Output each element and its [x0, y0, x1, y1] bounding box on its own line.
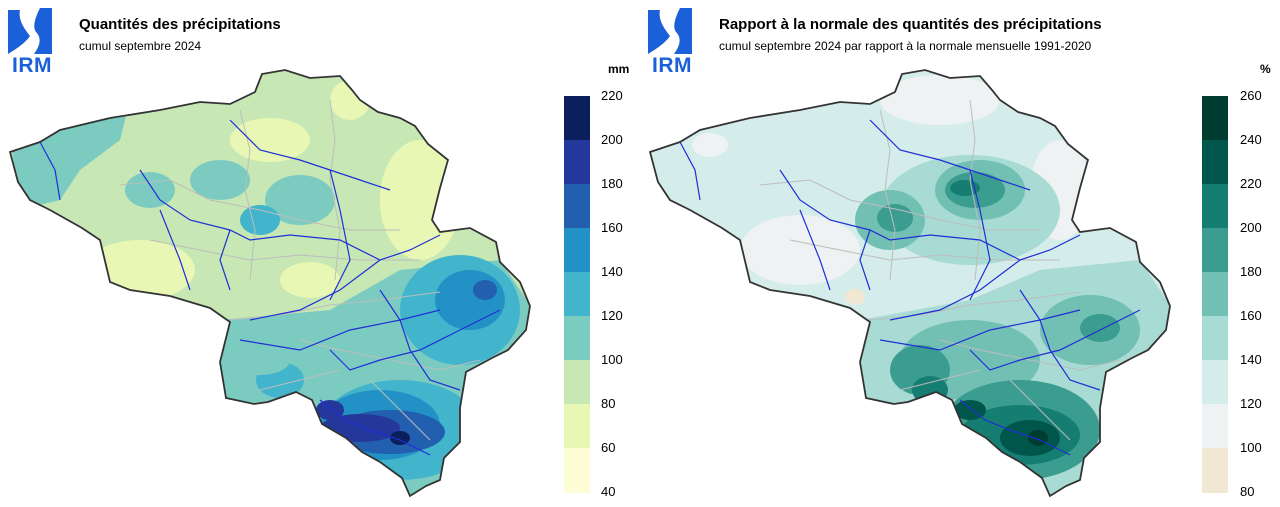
legend-tick-label: 140	[601, 264, 623, 279]
legend-tick-label: 100	[1240, 440, 1262, 455]
color-legend	[564, 96, 590, 493]
legend-tick-label: 140	[1240, 352, 1262, 367]
legend-color-step	[564, 272, 590, 317]
legend-color-step	[1202, 316, 1228, 361]
legend-tick-label: 100	[601, 352, 623, 367]
legend-tick-label: 260	[1240, 88, 1262, 103]
legend-color-step	[1202, 404, 1228, 449]
precipitation-map	[8, 69, 531, 498]
belgium-border	[648, 69, 1171, 498]
legend-tick-label: 60	[601, 440, 616, 455]
legend-color-step	[564, 448, 590, 493]
legend-tick-label: 180	[601, 176, 623, 191]
legend-tick-label: 240	[1240, 132, 1262, 147]
irm-logo-mark	[8, 8, 52, 54]
legend-color-step	[1202, 96, 1228, 141]
legend-color-step	[564, 140, 590, 185]
legend-color-step	[564, 404, 590, 449]
map-title: Quantités des précipitations	[79, 16, 281, 33]
legend-unit: %	[1260, 62, 1271, 76]
legend-unit: mm	[608, 62, 630, 76]
legend-color-step	[564, 316, 590, 361]
legend-tick-label: 200	[601, 132, 623, 147]
irm-logo: IRM	[6, 6, 56, 77]
legend-tick-label: 80	[601, 396, 616, 411]
legend-tick-label: 220	[601, 88, 623, 103]
legend-color-step	[564, 360, 590, 405]
legend-tick-label: 200	[1240, 220, 1262, 235]
map-title: Rapport à la normale des quantités des p…	[719, 16, 1102, 33]
precipitation-ratio-map	[648, 69, 1171, 498]
legend-color-step	[1202, 272, 1228, 317]
legend-color-step	[564, 96, 590, 141]
legend-tick-label: 160	[1240, 308, 1262, 323]
legend-color-step	[1202, 448, 1228, 493]
legend-tick-label: 220	[1240, 176, 1262, 191]
legend-tick-label: 40	[601, 484, 616, 499]
legend-tick-label: 80	[1240, 484, 1255, 499]
irm-logo-mark	[648, 8, 692, 54]
irm-logo: IRM	[646, 6, 696, 77]
irm-logo-text: IRM	[12, 54, 52, 77]
legend-color-step	[1202, 360, 1228, 405]
belgium-border	[8, 69, 531, 498]
map-subtitle: cumul septembre 2024	[79, 39, 202, 53]
left-map-panel: IRM Quantités des précipitations cumul s…	[6, 6, 630, 499]
legend-color-step	[1202, 184, 1228, 229]
legend-tick-label: 160	[601, 220, 623, 235]
color-legend	[1202, 96, 1228, 493]
legend-color-step	[564, 228, 590, 273]
irm-logo-text: IRM	[652, 54, 692, 77]
legend-color-step	[1202, 140, 1228, 185]
map-subtitle: cumul septembre 2024 par rapport à la no…	[719, 39, 1092, 53]
legend-tick-label: 120	[1240, 396, 1262, 411]
legend-tick-label: 120	[601, 308, 623, 323]
legend-color-step	[564, 184, 590, 229]
right-map-panel: IRM Rapport à la normale des quantités d…	[640, 0, 1280, 507]
legend-tick-label: 180	[1240, 264, 1262, 279]
legend-color-step	[1202, 228, 1228, 273]
